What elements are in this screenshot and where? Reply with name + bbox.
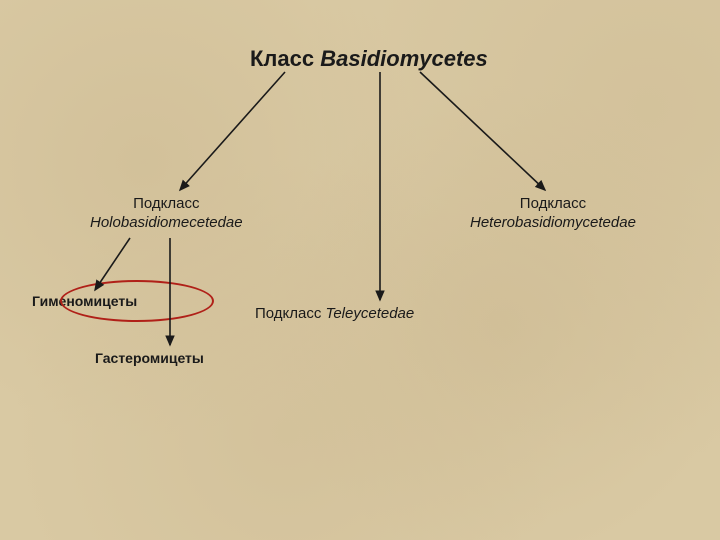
holo-line2: Holobasidiomecetedae (90, 214, 243, 233)
teley-node: Подкласс Teleycetedae (255, 305, 414, 324)
root-node: Класс Basidiomycetes (250, 45, 488, 73)
gastero-text: Гастеромицеты (95, 350, 204, 366)
highlight-ellipse (60, 280, 214, 322)
edge-root-holo (180, 72, 285, 190)
hetero-line1: Подкласс (470, 195, 636, 214)
root-italic: Basidiomycetes (320, 46, 488, 71)
edges-svg (0, 0, 720, 540)
hetero-line2: Heterobasidiomycetedae (470, 214, 636, 233)
root-prefix: Класс (250, 46, 320, 71)
teley-italic: Teleycetedae (326, 305, 415, 322)
gastero-node: Гастеромицеты (95, 350, 204, 368)
holo-node: Подкласс Holobasidiomecetedae (90, 195, 243, 233)
holo-line1: Подкласс (90, 195, 243, 214)
teley-prefix: Подкласс (255, 305, 326, 322)
hetero-node: Подкласс Heterobasidiomycetedae (470, 195, 636, 233)
edge-root-hetero (420, 72, 545, 190)
